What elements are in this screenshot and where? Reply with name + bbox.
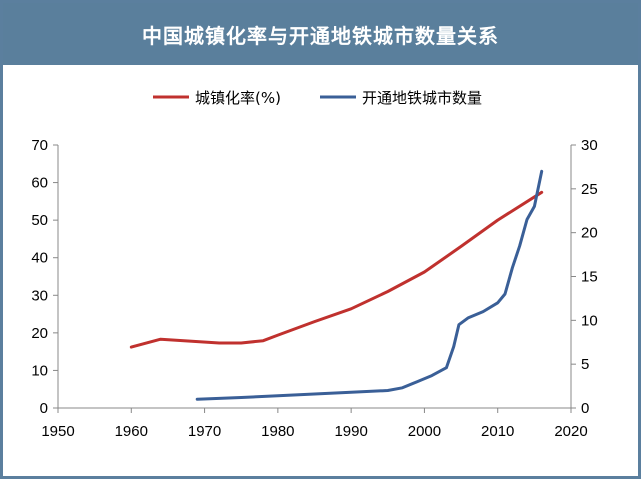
y-right-tick-label: 25 <box>581 181 598 198</box>
x-tick-label: 1960 <box>115 423 148 440</box>
y-right-tick-label: 0 <box>581 400 589 417</box>
legend-label-1: 开通地铁城市数量 <box>362 89 482 107</box>
y-right-tick-label: 30 <box>581 137 598 154</box>
chart-title: 中国城镇化率与开通地铁城市数量关系 <box>142 23 499 48</box>
y-right-tick-label: 20 <box>581 225 598 242</box>
y-left-tick-label: 60 <box>31 175 48 192</box>
x-tick-label: 1970 <box>188 423 221 440</box>
y-left-tick-label: 0 <box>40 400 48 417</box>
y-right-tick-label: 10 <box>581 312 598 329</box>
chart-canvas: 1950 1960 1970 1980 1990 2000 2010 202001020304… <box>31 89 598 440</box>
y-left-tick-label: 10 <box>31 362 48 379</box>
x-tick-label: 2010 <box>481 423 514 440</box>
x-tick-label: 2020 <box>554 423 587 440</box>
y-right-tick-label: 5 <box>581 356 589 373</box>
series-line-metro-cities <box>195 169 544 401</box>
series-line-urbanization <box>129 190 544 349</box>
x-tick-label: 1950 <box>41 423 74 440</box>
x-tick-label: 1980 <box>261 423 294 440</box>
x-tick-label: 1990 <box>334 423 367 440</box>
title-bar: 中国城镇化率与开通地铁城市数量关系 <box>3 3 638 65</box>
x-tick-label: 2000 <box>408 423 441 440</box>
y-left-tick-label: 70 <box>31 137 48 154</box>
y-left-tick-label: 50 <box>31 212 48 229</box>
y-left-tick-label: 40 <box>31 250 48 267</box>
legend-label-0: 城镇化率(%) <box>195 89 281 107</box>
y-left-tick-label: 20 <box>31 325 48 342</box>
y-right-tick-label: 15 <box>581 269 598 286</box>
y-left-tick-label: 30 <box>31 287 48 304</box>
